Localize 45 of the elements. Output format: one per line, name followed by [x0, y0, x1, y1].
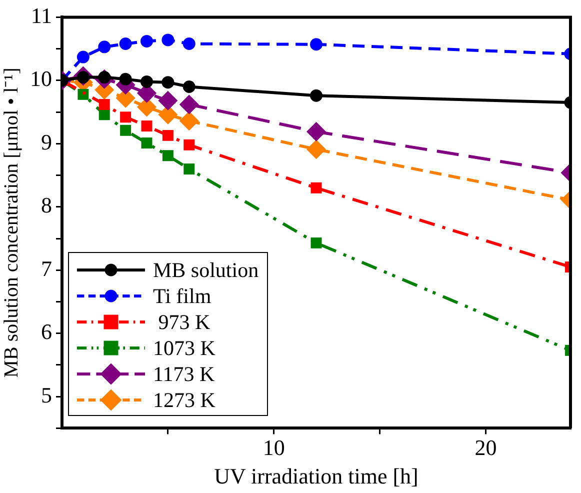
- y-tick-label: 11: [30, 2, 52, 28]
- point: [141, 120, 152, 132]
- x-tick-label: 20: [474, 435, 497, 460]
- legend-label: 1173 K: [153, 361, 215, 388]
- point: [180, 95, 198, 114]
- legend-label: 1073 K: [153, 335, 216, 362]
- legend-label: 973 K: [157, 309, 210, 336]
- y-tick-label: 6: [41, 319, 52, 344]
- point: [310, 182, 322, 194]
- point: [180, 112, 198, 130]
- y-tick-label: 10: [30, 66, 52, 92]
- y-tick-label: 7: [41, 256, 52, 281]
- point: [307, 122, 326, 141]
- legend-label: MB solution: [153, 257, 259, 284]
- point: [310, 38, 322, 51]
- point: [141, 138, 152, 149]
- point: [162, 150, 174, 162]
- point: [140, 75, 153, 88]
- y-tick-label: 5: [41, 382, 52, 408]
- point: [120, 124, 132, 136]
- point: [182, 80, 196, 94]
- legend-label: Ti film: [153, 283, 212, 310]
- point: [98, 98, 110, 110]
- point: [140, 34, 153, 48]
- y-axis-title: MB solution concentration [μmol • l⁻¹]: [0, 68, 22, 378]
- point: [162, 76, 174, 89]
- point: [119, 38, 132, 50]
- y-tick-label: 9: [41, 129, 52, 154]
- x-axis-title: UV irradiation time [h]: [214, 464, 418, 489]
- point: [76, 50, 90, 64]
- point: [158, 91, 178, 110]
- point: [162, 130, 174, 141]
- point: [162, 34, 174, 46]
- y-tick-label: 8: [41, 192, 52, 218]
- point: [184, 139, 195, 150]
- point: [120, 112, 132, 123]
- point: [119, 72, 132, 86]
- point: [98, 40, 111, 54]
- point: [310, 89, 322, 102]
- point: [98, 109, 110, 120]
- legend-label: 1273 K: [153, 387, 216, 414]
- point: [307, 140, 326, 159]
- point: [184, 163, 195, 174]
- point: [182, 38, 196, 50]
- point: [310, 237, 322, 248]
